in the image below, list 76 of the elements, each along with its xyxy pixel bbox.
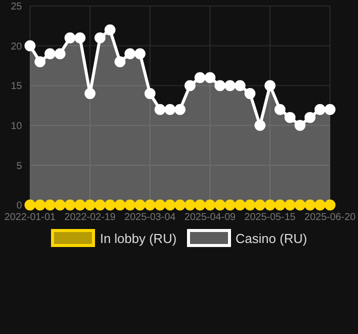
- point: [264, 200, 276, 210]
- point: [224, 80, 236, 92]
- point: [274, 104, 286, 115]
- point: [64, 200, 76, 210]
- point: [304, 112, 316, 123]
- x-tick-label: 2025-03-04: [124, 212, 176, 224]
- point: [44, 200, 56, 210]
- point: [294, 120, 306, 131]
- point: [114, 200, 126, 210]
- point: [34, 56, 46, 68]
- point: [314, 200, 326, 210]
- x-tick-label: 2025-04-09: [184, 212, 236, 224]
- point: [124, 48, 136, 60]
- point: [234, 80, 246, 92]
- point: [204, 72, 216, 84]
- point: [244, 200, 256, 210]
- point: [144, 200, 156, 210]
- point: [314, 104, 326, 115]
- point: [214, 80, 226, 92]
- point: [274, 200, 286, 210]
- x-tick-label: 2025-05-15: [244, 212, 296, 224]
- x-tick-label: 2022-02-19: [64, 212, 116, 224]
- x-tick-label: 2025-06-20: [304, 212, 356, 224]
- y-tick-label: 10: [10, 120, 22, 132]
- point: [294, 200, 306, 210]
- point: [174, 104, 186, 115]
- point: [264, 80, 276, 92]
- legend-label: Casino (RU): [236, 230, 308, 246]
- point: [104, 200, 116, 210]
- point: [24, 40, 36, 52]
- x-tick-label: 2022-01-01: [4, 212, 56, 224]
- point: [194, 72, 206, 84]
- point: [324, 200, 336, 210]
- point: [304, 200, 316, 210]
- point: [44, 48, 56, 60]
- point: [34, 200, 46, 210]
- y-tick-label: 20: [10, 41, 22, 52]
- point: [94, 32, 106, 44]
- point: [234, 200, 246, 210]
- point: [124, 200, 136, 210]
- point: [74, 32, 86, 44]
- point: [64, 32, 76, 44]
- point: [164, 104, 176, 115]
- point: [54, 48, 66, 60]
- point: [204, 200, 216, 210]
- point: [54, 200, 66, 210]
- point: [244, 88, 256, 100]
- point: [164, 200, 176, 210]
- point: [154, 200, 166, 210]
- point: [24, 200, 36, 210]
- point: [104, 24, 116, 36]
- point: [134, 48, 146, 60]
- point: [154, 104, 166, 115]
- point: [224, 200, 236, 210]
- y-tick-label: 15: [10, 81, 22, 92]
- point: [284, 112, 296, 123]
- point: [214, 200, 226, 210]
- point: [184, 200, 196, 210]
- point: [84, 200, 96, 210]
- point: [144, 88, 156, 100]
- point: [114, 56, 126, 68]
- point: [74, 200, 86, 210]
- point: [324, 104, 336, 115]
- point: [84, 88, 96, 100]
- point: [134, 200, 146, 210]
- point: [194, 200, 206, 210]
- point: [284, 200, 296, 210]
- point: [184, 80, 196, 92]
- point: [254, 200, 266, 210]
- point: [254, 120, 266, 131]
- y-tick-label: 0: [16, 200, 22, 212]
- point: [94, 200, 106, 210]
- y-tick-label: 5: [16, 160, 22, 172]
- point: [174, 200, 186, 210]
- y-tick-label: 25: [10, 2, 22, 13]
- legend-label: In lobby (RU): [100, 230, 177, 246]
